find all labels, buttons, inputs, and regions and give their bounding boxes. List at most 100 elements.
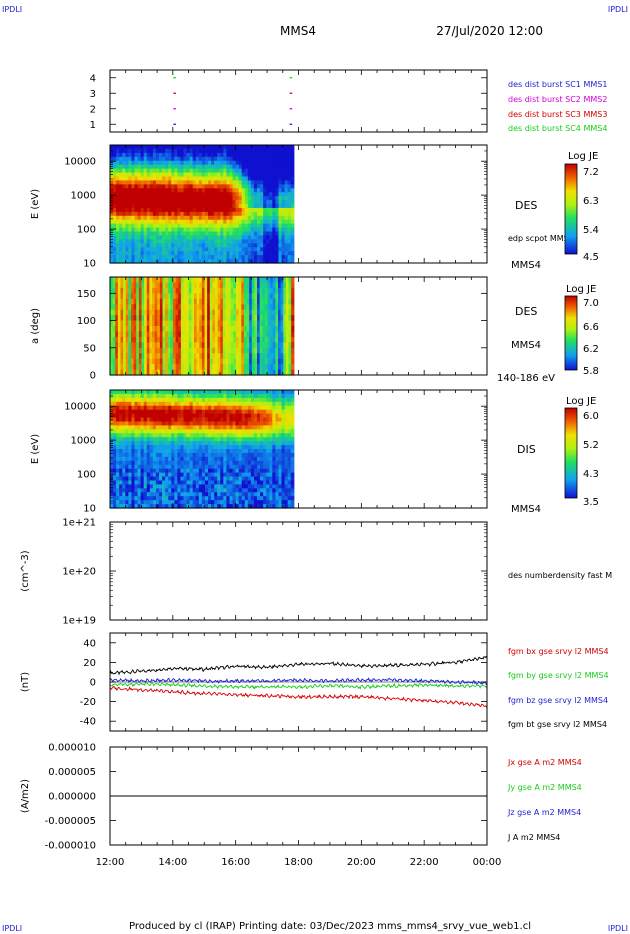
spectrogram-cell xyxy=(223,445,227,450)
spectrogram-cell xyxy=(226,184,231,189)
spectrogram-cell xyxy=(266,152,270,158)
spectrogram-cell xyxy=(223,184,227,189)
spectrogram-cell xyxy=(116,437,120,442)
spectrogram-cell xyxy=(171,251,175,256)
spectrogram-cell xyxy=(287,180,292,185)
spectrogram-cell xyxy=(149,251,154,256)
spectrogram-cell xyxy=(257,425,261,430)
spectrogram-cell xyxy=(165,160,169,166)
spectrogram-cell xyxy=(262,304,266,311)
spectrogram-cell xyxy=(229,255,234,260)
spectrogram-cell xyxy=(171,441,175,446)
spectrogram-cell xyxy=(204,172,209,178)
spectrogram-cell xyxy=(290,397,295,403)
spectrogram-cell xyxy=(195,255,200,260)
spectrogram-cell xyxy=(214,196,218,201)
spectrogram-cell xyxy=(140,437,145,442)
spectrogram-cell xyxy=(128,500,133,505)
spectrogram-cell xyxy=(230,369,234,376)
spectrogram-cell xyxy=(149,449,154,454)
spectrogram-cell xyxy=(140,231,145,237)
spectrogram-cell xyxy=(144,369,148,376)
spectrogram-cell xyxy=(269,211,273,217)
spectrogram-cell xyxy=(266,484,270,489)
spectrogram-cell xyxy=(189,417,194,423)
spectrogram-cell xyxy=(155,437,160,442)
spectrogram-cell xyxy=(260,239,264,244)
spectrogram-cell xyxy=(253,227,258,233)
spectrogram-cell xyxy=(165,393,169,399)
spectrogram-cell xyxy=(250,184,255,189)
spectrogram-cell xyxy=(137,452,142,458)
spectrogram-cell xyxy=(143,207,148,213)
spectrogram-cell xyxy=(244,215,249,221)
spectrogram-cell xyxy=(137,425,142,430)
spectrogram-cell xyxy=(229,176,234,181)
spectrogram-cell xyxy=(223,496,227,501)
spectrogram-cell xyxy=(140,188,145,193)
spectrogram-cell xyxy=(272,304,277,311)
spectrogram-cell xyxy=(275,227,280,233)
spectrogram-cell xyxy=(217,196,221,201)
spectrogram-cell xyxy=(183,358,187,365)
spectrogram-cell xyxy=(137,251,142,256)
spectrogram-cell xyxy=(123,282,127,289)
spectrogram-cell xyxy=(116,231,120,237)
spectrogram-cell xyxy=(168,445,172,450)
spectrogram-cell xyxy=(113,500,117,505)
spectrogram-cell xyxy=(198,219,203,225)
spectrogram-cell xyxy=(208,204,212,209)
burst-legend-4: des dist burst SC4 MMS4 xyxy=(508,124,607,133)
spectrogram-cell xyxy=(128,231,133,237)
spectrogram-cell xyxy=(232,390,237,395)
spectrogram-cell xyxy=(149,168,154,174)
spectrogram-cell xyxy=(171,207,175,213)
spectrogram-cell xyxy=(186,156,191,162)
spectrogram-cell xyxy=(284,437,289,442)
spectrogram-cell xyxy=(266,243,270,248)
spectrogram-cell xyxy=(226,496,231,501)
spectrogram-cell xyxy=(168,421,172,426)
spectrogram-cell xyxy=(283,347,287,354)
spectrogram-cell xyxy=(180,441,185,446)
spectrogram-cell xyxy=(272,235,277,240)
spectrogram-cell xyxy=(253,393,258,399)
spectrogram-cell xyxy=(125,309,129,316)
spectrogram-cell xyxy=(220,176,224,181)
spectrogram-cell xyxy=(149,500,154,505)
spectrogram-cell xyxy=(244,409,249,415)
spectrogram-cell xyxy=(171,472,175,478)
spectrogram-cell xyxy=(146,484,151,489)
spectrogram-cell xyxy=(152,480,157,485)
des-pitch-colorbar-title: Log JE xyxy=(566,284,596,295)
spectrogram-cell xyxy=(266,500,270,505)
spectrogram-cell xyxy=(110,369,114,376)
spectrogram-cell xyxy=(122,243,126,248)
spectrogram-cell xyxy=(281,223,286,229)
spectrogram-cell xyxy=(183,184,188,189)
spectrogram-cell xyxy=(186,401,191,407)
spectrogram-cell xyxy=(186,204,191,209)
spectrogram-cell xyxy=(228,282,232,289)
spectrogram-cell xyxy=(146,460,151,466)
spectrogram-cell xyxy=(266,255,270,260)
spectrogram-cell xyxy=(263,156,267,162)
spectrogram-cell xyxy=(217,293,221,300)
spectrogram-cell xyxy=(186,251,191,256)
spectrogram-cell xyxy=(168,235,172,240)
spectrogram-cell xyxy=(171,413,175,419)
spectrogram-cell xyxy=(186,287,190,294)
spectrogram-cell xyxy=(122,156,126,162)
spectrogram-cell xyxy=(284,192,289,197)
spectrogram-cell xyxy=(188,304,192,311)
spectrogram-cell xyxy=(137,168,142,174)
spectrogram-cell xyxy=(263,207,267,213)
spectrogram-cell xyxy=(183,207,188,213)
spectrogram-cell xyxy=(232,393,237,399)
spectrogram-cell xyxy=(208,417,212,423)
spectrogram-cell xyxy=(174,480,178,485)
spectrogram-cell xyxy=(198,488,203,493)
spectrogram-cell xyxy=(220,320,224,327)
spectrogram-cell xyxy=(214,259,218,264)
spectrogram-cell xyxy=(263,484,267,489)
